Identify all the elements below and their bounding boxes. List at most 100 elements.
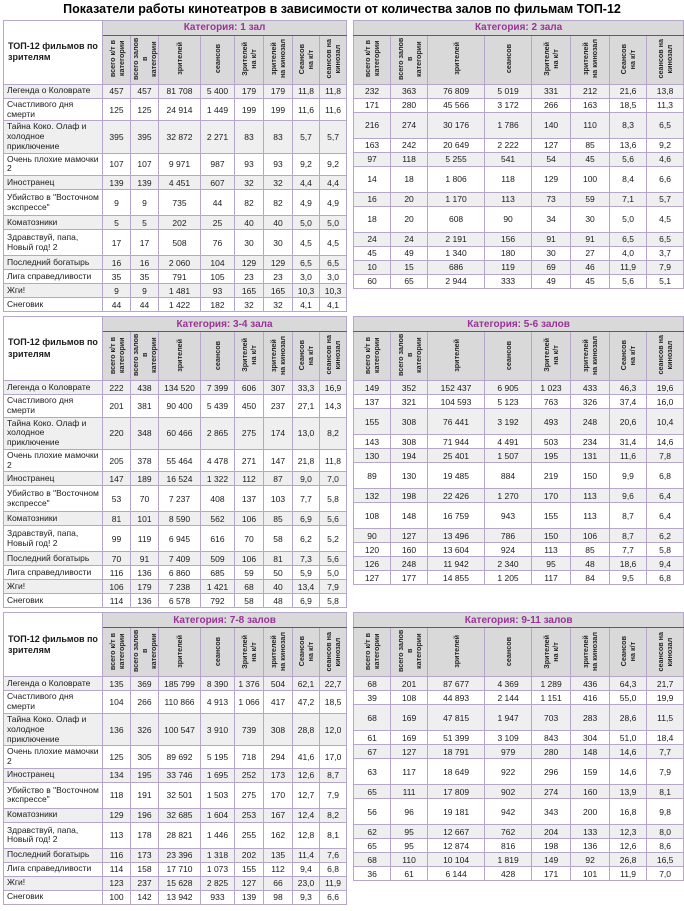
value-cell: 68 bbox=[353, 704, 392, 732]
column-header: сеансов на кинозал bbox=[318, 331, 348, 382]
value-cell: 5,8 bbox=[318, 485, 348, 513]
value-cell: 8,0 bbox=[646, 824, 684, 840]
value-cell: 4,1 bbox=[318, 297, 348, 313]
value-cell: 198 bbox=[531, 838, 572, 854]
table-row: 216 274 30 176 1 786 140 110 8,3 6,5 bbox=[353, 111, 684, 139]
value-cell: 16 759 bbox=[427, 502, 486, 530]
value-cell: 23,0 bbox=[292, 875, 320, 891]
value-cell: 81 bbox=[263, 551, 293, 567]
value-cell: 326 bbox=[570, 394, 611, 410]
value-cell: 11,9 bbox=[609, 259, 648, 275]
value-cell: 3,0 bbox=[292, 269, 320, 285]
value-cell: 18,5 bbox=[609, 97, 648, 113]
value-cell: 81 bbox=[102, 511, 131, 527]
table-row: Последний богатырь 70 91 7 409 509 106 81 7,3 5,… bbox=[3, 551, 348, 567]
value-cell: 6,2 bbox=[292, 525, 320, 553]
value-cell: 6 578 bbox=[158, 593, 201, 609]
value-cell: 436 bbox=[570, 676, 611, 692]
value-cell: 163 bbox=[570, 97, 611, 113]
value-cell: 173 bbox=[263, 767, 293, 783]
column-header-label: зрителей на кинозал bbox=[269, 631, 287, 671]
column-header: зрителей bbox=[427, 331, 486, 382]
table-row: 127 177 14 855 1 205 117 84 9,5 6,8 bbox=[353, 570, 684, 586]
value-cell: 135 bbox=[263, 847, 293, 863]
table-row: 65 111 17 809 902 274 160 13,9 8,1 bbox=[353, 784, 684, 800]
value-cell: 232 bbox=[353, 83, 392, 99]
value-cell: 67 bbox=[353, 744, 392, 760]
value-cell: 11,4 bbox=[292, 847, 320, 863]
value-cell: 3 109 bbox=[484, 730, 533, 746]
value-cell: 106 bbox=[234, 511, 264, 527]
value-cell: 169 bbox=[390, 730, 429, 746]
table-row: 232 363 76 809 5 019 331 212 21,6 13,8 bbox=[353, 83, 684, 99]
value-cell: 4,5 bbox=[318, 229, 348, 257]
column-header: всего залов в категории bbox=[390, 627, 429, 678]
row-label-header: ТОП-12 фильмов по зрителям bbox=[3, 316, 103, 382]
value-cell: 196 bbox=[130, 807, 159, 823]
value-cell: 70 bbox=[130, 485, 159, 513]
value-cell: 179 bbox=[130, 579, 159, 595]
value-cell: 21,6 bbox=[609, 83, 648, 99]
value-cell: 17 710 bbox=[158, 861, 201, 877]
column-header-label: Сеансов на к/т bbox=[619, 636, 638, 667]
value-cell: 11 942 bbox=[427, 556, 486, 572]
column-header-label: всего к/т в категории bbox=[363, 336, 382, 374]
value-cell: 10 bbox=[353, 259, 392, 275]
value-cell: 686 bbox=[427, 259, 486, 275]
value-cell: 7,0 bbox=[318, 471, 348, 487]
value-cell: 503 bbox=[531, 434, 572, 450]
category-table: ТОП-12 фильмов по зрителям Категория: 7-8… bbox=[3, 612, 348, 905]
value-cell: 155 bbox=[234, 861, 264, 877]
value-cell: 5,2 bbox=[318, 525, 348, 553]
table-row: 62 95 12 667 762 204 133 12,3 8,0 bbox=[353, 824, 684, 840]
value-cell: 62 bbox=[353, 824, 392, 840]
value-cell: 87 bbox=[263, 471, 293, 487]
film-name-cell: Жги! bbox=[3, 283, 103, 299]
value-cell: 32 685 bbox=[158, 807, 201, 823]
value-cell: 69 bbox=[531, 259, 572, 275]
value-cell: 9,5 bbox=[609, 570, 648, 586]
value-cell: 24 914 bbox=[158, 97, 201, 122]
value-cell: 7,6 bbox=[318, 847, 348, 863]
value-cell: 127 bbox=[234, 875, 264, 891]
tables-root: ТОП-12 фильмов по зрителям Категория: 1 з… bbox=[3, 19, 684, 905]
value-cell: 36 bbox=[353, 866, 392, 882]
value-cell: 45 bbox=[570, 151, 611, 167]
value-cell: 76 441 bbox=[427, 408, 486, 436]
value-cell: 10,4 bbox=[646, 408, 684, 436]
value-cell: 8 590 bbox=[158, 511, 201, 527]
table-row: 149 352 152 437 6 905 1 023 433 46,3 19,6 bbox=[353, 380, 684, 396]
value-cell: 381 bbox=[130, 394, 159, 418]
value-cell: 133 bbox=[570, 824, 611, 840]
category-table: Категория: 9-11 залов всего к/т в категор… bbox=[353, 612, 684, 882]
value-cell: 136 bbox=[130, 565, 159, 581]
value-cell: 304 bbox=[570, 730, 611, 746]
value-cell: 119 bbox=[484, 259, 533, 275]
table-row: Счастливого дня смерти 104 266 110 866 4 913… bbox=[3, 690, 348, 714]
value-cell: 65 bbox=[353, 838, 392, 854]
value-cell: 5,0 bbox=[318, 215, 348, 231]
value-cell: 12,6 bbox=[292, 767, 320, 783]
value-cell: 116 bbox=[102, 565, 131, 581]
value-cell: 1 066 bbox=[234, 690, 264, 714]
value-cell: 5,8 bbox=[318, 593, 348, 609]
value-cell: 182 bbox=[200, 297, 235, 313]
value-cell: 9,9 bbox=[609, 462, 648, 490]
column-header-label: сеансов на кинозал bbox=[324, 39, 343, 79]
value-cell: 1 786 bbox=[484, 111, 533, 139]
value-cell: 685 bbox=[200, 565, 235, 581]
film-name-cell: Последний богатырь bbox=[3, 551, 103, 567]
value-cell: 139 bbox=[234, 889, 264, 905]
value-cell: 12,8 bbox=[292, 821, 320, 849]
column-header: зрителей bbox=[158, 627, 201, 678]
value-cell: 20 bbox=[390, 191, 429, 207]
value-cell: 6,5 bbox=[646, 111, 684, 139]
value-cell: 9,2 bbox=[318, 152, 348, 177]
value-cell: 2 222 bbox=[484, 137, 533, 153]
value-cell: 5,0 bbox=[318, 565, 348, 581]
value-cell: 12 667 bbox=[427, 824, 486, 840]
value-cell: 19,6 bbox=[646, 380, 684, 396]
value-cell: 13,0 bbox=[292, 416, 320, 450]
value-cell: 199 bbox=[234, 97, 264, 122]
value-cell: 8,1 bbox=[318, 821, 348, 849]
